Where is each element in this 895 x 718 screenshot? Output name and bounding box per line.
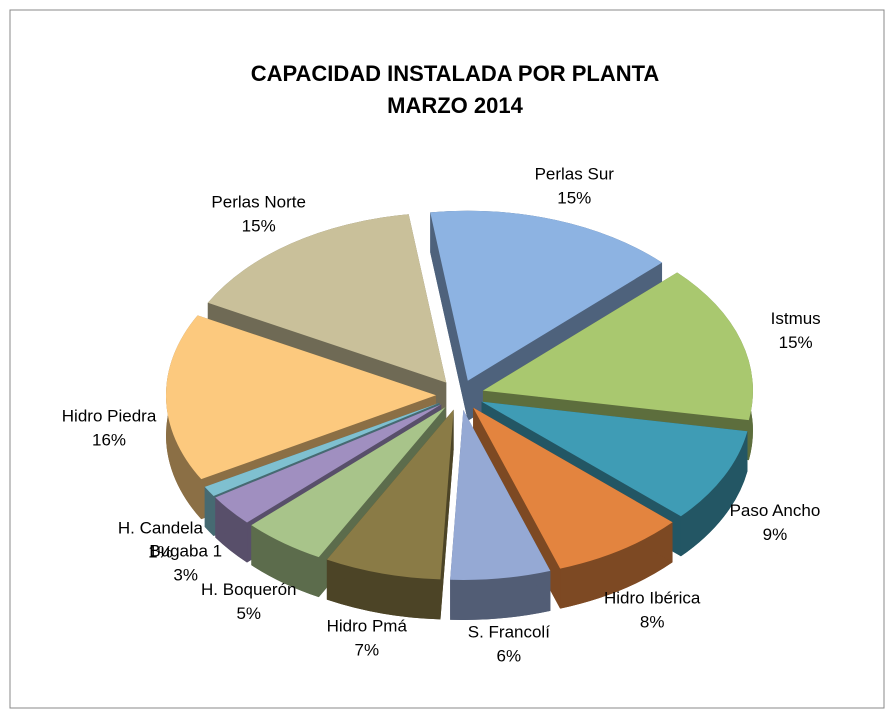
slice-label: H. Candela (118, 519, 204, 538)
slice-rim (680, 431, 748, 557)
slice-label: Istmus (771, 309, 821, 328)
slice (166, 315, 437, 480)
slice-value-label: 6% (497, 646, 522, 665)
slice-value-label: 1% (148, 543, 173, 562)
slice-value-label: 16% (92, 431, 126, 450)
slice-wall (430, 212, 468, 421)
slice-value-label: 15% (242, 216, 276, 235)
slice-label: H. Boquerón (201, 580, 296, 599)
slice-value-label: 5% (236, 604, 261, 623)
slice (430, 210, 663, 381)
slice (481, 401, 748, 517)
slice-rim (326, 559, 441, 620)
slice-wall (440, 409, 454, 620)
slice-label: Perlas Sur (535, 165, 615, 184)
slice-label: Bugaba 1 (149, 541, 222, 560)
slice-value-label: 3% (173, 565, 198, 584)
slice (482, 272, 753, 421)
slice (251, 407, 446, 558)
slice (473, 407, 673, 569)
slice (450, 409, 551, 580)
slice-value-label: 15% (557, 189, 591, 208)
slice (204, 402, 440, 496)
chart-title: MARZO 2014 (387, 93, 523, 118)
chart-title: CAPACIDAD INSTALADA POR PLANTA (251, 61, 660, 86)
slice-label: S. Francolí (468, 622, 550, 641)
slice-label: Perlas Norte (211, 192, 305, 211)
slice (215, 404, 442, 523)
slice-rim (450, 570, 551, 620)
slice (207, 214, 447, 383)
slice-label: Hidro Piedra (62, 407, 157, 426)
slice-value-label: 8% (640, 612, 665, 631)
slice (326, 409, 454, 580)
slice-label: Paso Ancho (730, 501, 821, 520)
slice-label: Hidro Pmá (327, 617, 408, 636)
slice-value-label: 9% (763, 525, 788, 544)
slice-label: Hidro Ibérica (604, 588, 701, 607)
slice-value-label: 7% (355, 641, 380, 660)
slice-value-label: 15% (779, 333, 813, 352)
